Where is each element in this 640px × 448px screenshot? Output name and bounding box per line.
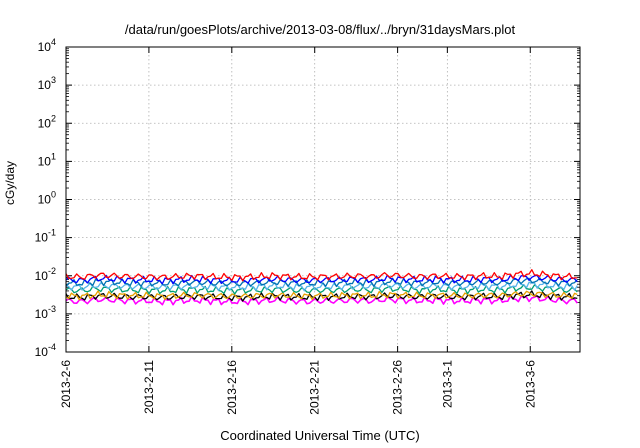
y-tick-label: 102 [38, 113, 56, 130]
x-tick-label: 2013-2-6 [59, 360, 73, 408]
y-tick-label: 101 [38, 151, 56, 168]
y-axis-label: cGy/day [3, 160, 17, 205]
series-line [65, 284, 578, 295]
y-tick-label: 103 [38, 75, 56, 92]
chart-title: /data/run/goesPlots/archive/2013-03-08/f… [124, 22, 516, 37]
plot-frame [65, 46, 581, 353]
y-tick-label: 104 [38, 37, 56, 54]
series-line [65, 295, 578, 306]
y-tick-label: 100 [38, 190, 56, 207]
x-tick-label: 2013-3-6 [523, 360, 537, 408]
x-tick-label: 2013-2-11 [142, 360, 156, 414]
x-tick-label: 2013-2-21 [308, 360, 322, 415]
x-tick-label: 2013-2-16 [225, 360, 239, 415]
series-line [65, 274, 578, 285]
series-line [65, 277, 578, 288]
x-tick-label: 2013-2-26 [391, 360, 405, 415]
x-tick-label: 2013-3-1 [440, 360, 454, 408]
y-tick-label: 10-2 [35, 266, 56, 283]
y-tick-label: 10-4 [35, 342, 56, 359]
x-axis-label: Coordinated Universal Time (UTC) [220, 428, 420, 443]
series-line [65, 269, 578, 282]
y-tick-label: 10-3 [35, 304, 56, 321]
y-tick-label: 10-1 [35, 228, 56, 245]
series-line [65, 290, 578, 301]
